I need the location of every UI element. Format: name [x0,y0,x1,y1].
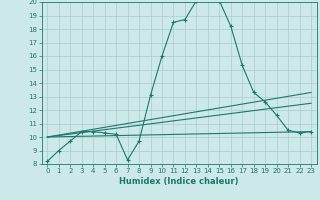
X-axis label: Humidex (Indice chaleur): Humidex (Indice chaleur) [119,177,239,186]
